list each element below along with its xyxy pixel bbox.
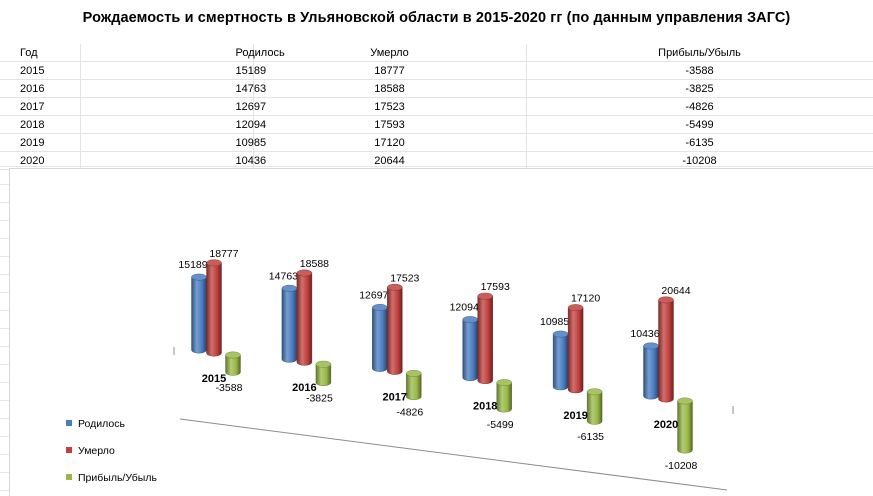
page-title: Рождаемость и смертность в Ульяновской о…	[82, 10, 791, 26]
bar-died	[387, 283, 403, 375]
legend-label: Прибыль/Убыль	[78, 472, 157, 484]
legend-item: Умерло	[66, 445, 115, 457]
table-row: 2020 10436 20644 -10208	[0, 151, 873, 170]
category-label: 2020	[654, 419, 678, 431]
table-cell[interactable]: -4826	[526, 97, 873, 116]
legend-label: Родилось	[78, 418, 125, 430]
table-cell[interactable]: 2019	[0, 133, 81, 152]
table-cell[interactable]: 18588	[253, 79, 527, 98]
table-header-row: Год Родилось Умерло Прибыль/Убыль	[0, 44, 873, 62]
data-label: -4826	[396, 407, 423, 419]
legend-swatch	[66, 420, 72, 426]
table-cell[interactable]: 15189	[80, 61, 266, 80]
table-cell[interactable]: 12094	[80, 115, 266, 134]
bar-died	[567, 304, 584, 394]
table-cell[interactable]: 17523	[253, 97, 527, 116]
bar-born	[643, 342, 659, 400]
legend-item: Прибыль/Убыль	[66, 472, 157, 484]
bar-born	[372, 304, 388, 372]
table-cell[interactable]: 18777	[253, 61, 527, 80]
data-table: Год Родилось Умерло Прибыль/Убыль 2015 15189 1…	[0, 44, 873, 170]
bar-born	[552, 330, 569, 391]
table-cell[interactable]: 14763	[80, 79, 266, 98]
table-cell[interactable]: 17593	[253, 115, 527, 134]
bar-born	[281, 284, 298, 363]
legend-swatch	[66, 447, 72, 453]
data-label: 17523	[390, 272, 419, 284]
table-row: 2019 10985 17120 -6135	[0, 133, 873, 152]
data-label: 12697	[359, 289, 388, 301]
category-label: 2017	[383, 391, 407, 403]
table-cell[interactable]: 2018	[0, 115, 81, 134]
category-label: 2018	[473, 401, 497, 413]
bar-died	[477, 292, 493, 384]
data-label: 10985	[540, 316, 569, 328]
table-cell[interactable]: 2015	[0, 61, 81, 80]
table-cell[interactable]: -3588	[526, 61, 873, 80]
data-label: -3588	[216, 382, 243, 394]
data-label: 20644	[661, 285, 690, 297]
data-label: 17593	[481, 281, 510, 293]
bar-net	[677, 397, 693, 454]
bar-born	[191, 273, 207, 354]
data-label: 18777	[209, 248, 238, 260]
table-cell[interactable]: 12697	[80, 97, 266, 116]
bar-born	[462, 316, 478, 381]
legend-item: Родилось	[66, 418, 125, 430]
data-label: -10208	[665, 460, 698, 472]
bar-net	[315, 360, 332, 386]
bar-net	[225, 351, 241, 376]
bar-died	[658, 296, 674, 403]
table-row: 2016 14763 18588 -3825	[0, 79, 873, 98]
bar-net	[496, 379, 512, 413]
floor-line	[179, 418, 728, 491]
data-label: 10436	[630, 328, 659, 340]
table-row: 2017 12697 17523 -4826	[0, 97, 873, 116]
legend-swatch	[66, 474, 72, 480]
data-label: -5499	[487, 419, 514, 431]
table-cell[interactable]: -5499	[526, 115, 873, 134]
table-cell[interactable]: 10985	[80, 133, 266, 152]
table-row: 2015 15189 18777 -3588	[0, 61, 873, 80]
bar-net	[586, 388, 603, 425]
data-label: 17120	[571, 293, 600, 305]
category-label: 2016	[292, 382, 316, 394]
table-header-cell[interactable]: Родилось	[80, 44, 285, 62]
category-label: 2015	[202, 373, 226, 385]
data-label: -6135	[577, 431, 604, 443]
table-header-cell[interactable]: Год	[0, 44, 81, 62]
table-cell[interactable]: -6135	[526, 133, 873, 152]
table-row: 2018 12094 17593 -5499	[0, 115, 873, 134]
table-header-cell[interactable]: Умерло	[253, 44, 527, 62]
data-label: -3825	[306, 393, 333, 405]
table-cell[interactable]: 2016	[0, 79, 81, 98]
data-label: 14763	[269, 270, 298, 282]
legend-label: Умерло	[78, 445, 115, 457]
data-label: 18588	[300, 258, 329, 270]
bar-died	[206, 259, 222, 357]
table-cell[interactable]: -3825	[526, 79, 873, 98]
bar-net	[406, 369, 422, 400]
data-label: 12094	[450, 302, 479, 314]
category-label: 2019	[563, 410, 587, 422]
bar-died	[296, 269, 313, 366]
table-cell[interactable]: 2017	[0, 97, 81, 116]
data-label: 15189	[178, 259, 207, 271]
table-cell[interactable]: 17120	[253, 133, 527, 152]
chart-area[interactable]	[9, 168, 873, 496]
